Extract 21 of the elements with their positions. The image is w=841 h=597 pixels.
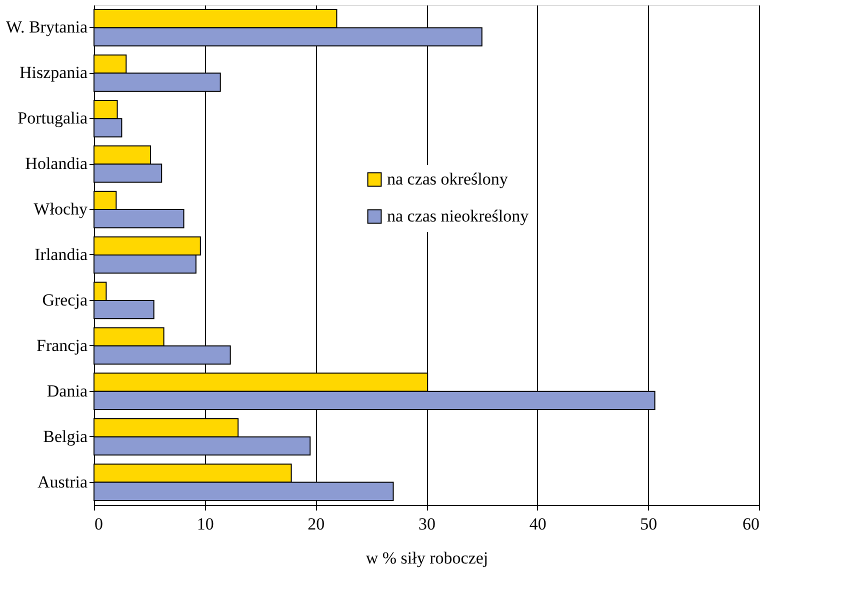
y-tick-label: Francja (36, 336, 88, 355)
x-tick-label: 0 (94, 514, 103, 534)
y-tick-label: Włochy (34, 200, 88, 219)
y-tick-label: W. Brytania (6, 18, 88, 37)
y-tick-label: Belgia (43, 426, 88, 446)
y-tick-label: Grecja (42, 290, 88, 310)
y-tick-label: Portugalia (18, 108, 88, 128)
legend-label: na czas określony (387, 170, 508, 188)
legend-label: na czas nieokreślony (387, 206, 530, 226)
y-tick-label: Irlandia (34, 245, 88, 264)
y-tick-label: Austria (37, 472, 88, 492)
x-tick-label: 20 (308, 514, 325, 534)
y-tick-label: Holandia (25, 154, 88, 174)
y-tick-label: Hiszpania (20, 63, 88, 82)
x-tick-label: 10 (196, 514, 214, 534)
x-tick-label: 40 (529, 514, 546, 534)
x-tick-label: 30 (418, 514, 436, 534)
y-tick-label: Dania (46, 381, 88, 400)
x-tick-label: 60 (742, 514, 760, 534)
x-axis-title: w % siły roboczej (366, 548, 488, 568)
x-tick-label: 50 (640, 514, 658, 534)
